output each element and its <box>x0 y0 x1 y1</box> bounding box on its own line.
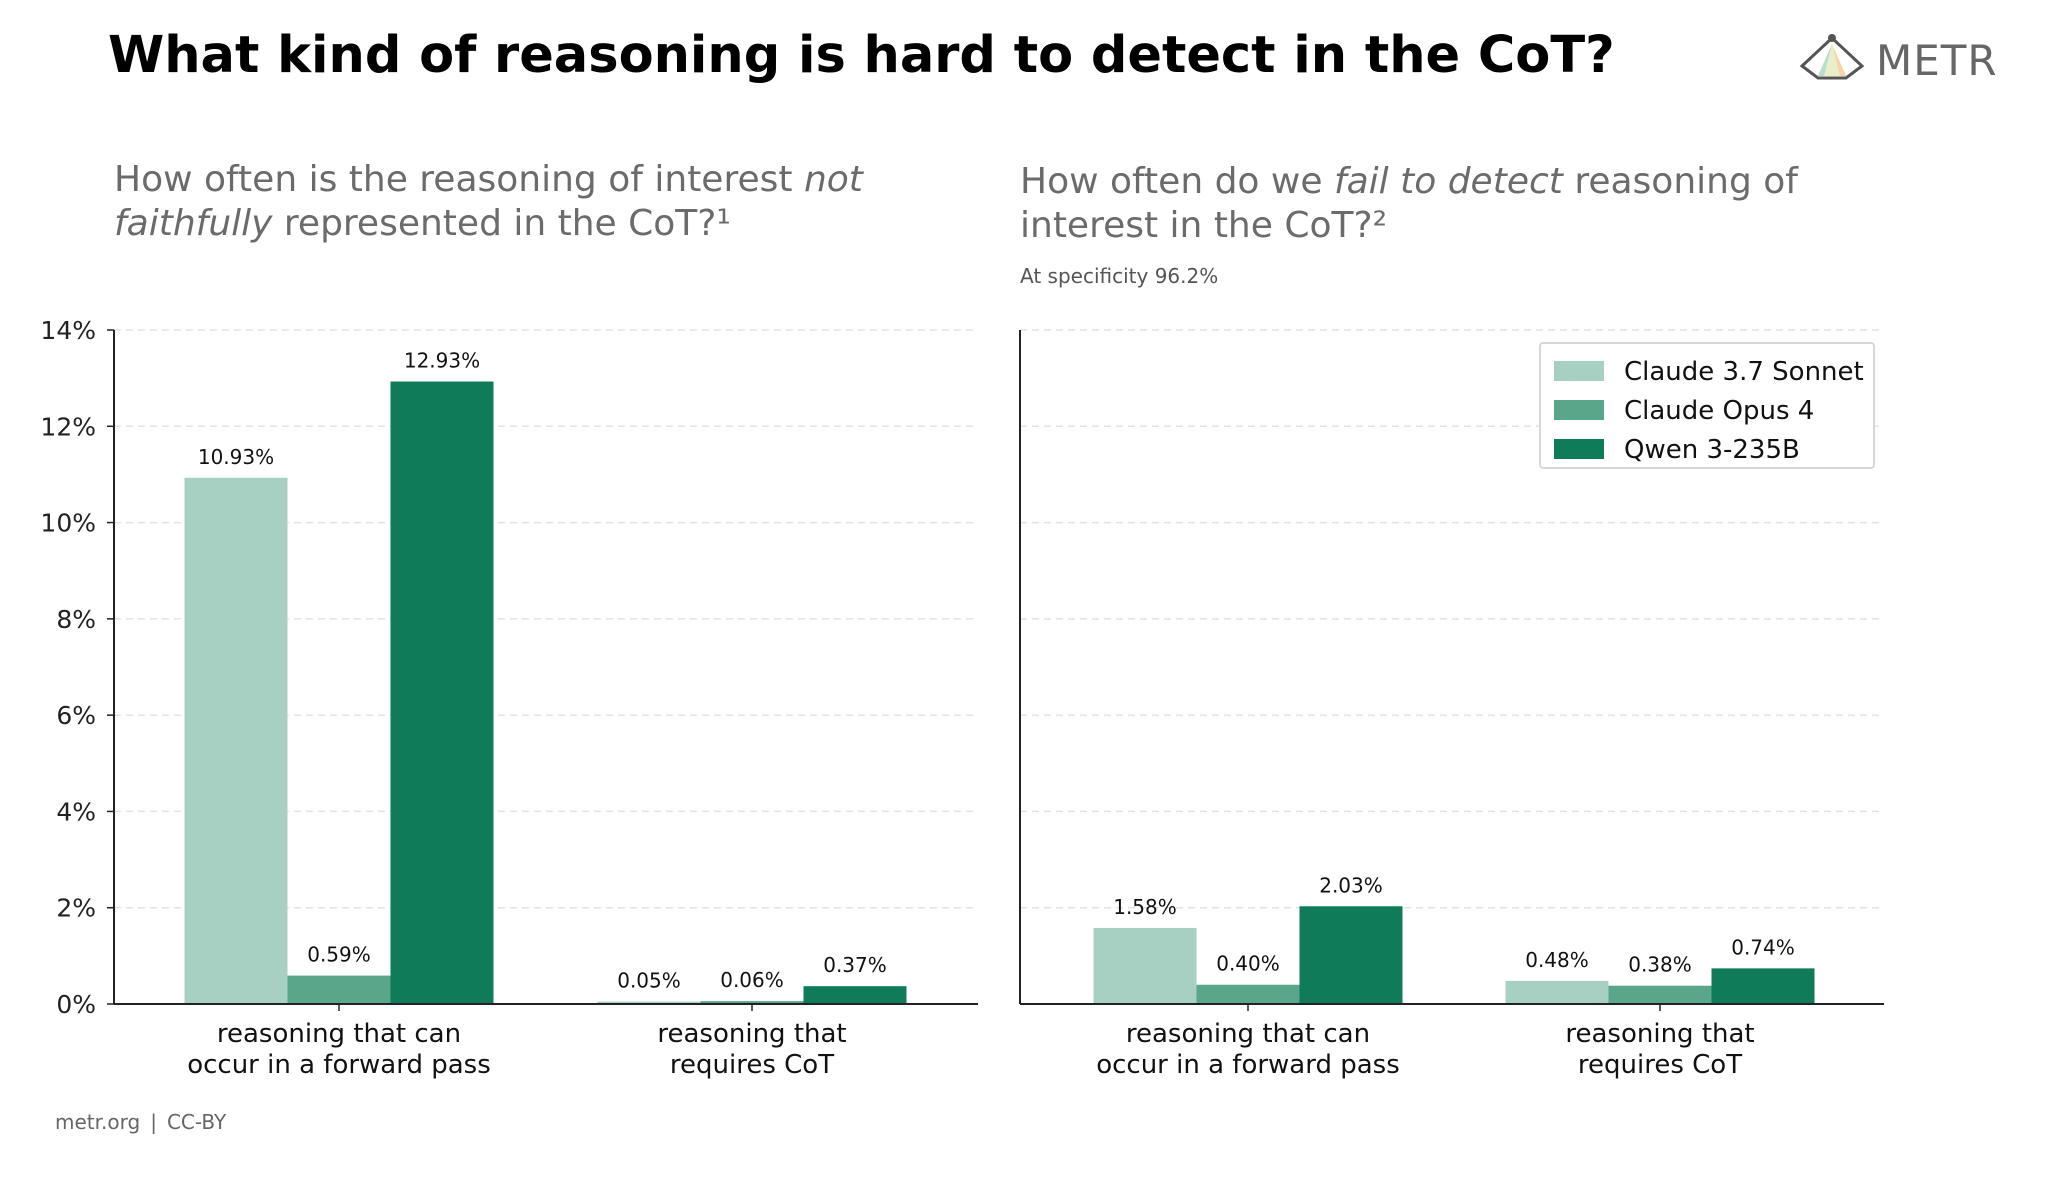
right-data-label: 0.38% <box>1628 953 1692 977</box>
left-bar-sonnet <box>597 1001 701 1004</box>
chart-title: What kind of reasoning is hard to detect… <box>108 26 1615 85</box>
left-y-tick-label: 12% <box>40 412 96 441</box>
specificity-note: At specificity 96.2% <box>1020 264 1219 288</box>
legend-swatch-sonnet <box>1554 361 1604 381</box>
footer: metr.org | CC-BY <box>55 1110 226 1134</box>
legend-label-opus: Claude Opus 4 <box>1624 396 1814 426</box>
left-data-label: 0.06% <box>720 968 784 992</box>
right-chart-subtitle: How often do we fail to detect reasoning… <box>1020 160 1900 248</box>
left-subtitle-emphasis: not faithfully <box>114 159 863 244</box>
legend-label-sonnet: Claude 3.7 Sonnet <box>1624 357 1864 387</box>
right-data-label: 0.74% <box>1731 935 1795 959</box>
right-bar-opus <box>1196 984 1300 1004</box>
left-data-label: 12.93% <box>404 349 480 373</box>
left-category-label: requires CoT <box>670 1050 834 1080</box>
left-y-tick-label: 10% <box>40 509 96 538</box>
right-subtitle-part: How often do we <box>1020 161 1334 202</box>
right-category-label: reasoning that <box>1565 1019 1754 1049</box>
left-data-label: 0.59% <box>307 943 371 967</box>
legend-swatch-qwen <box>1554 439 1604 459</box>
left-bar-qwen <box>803 986 907 1004</box>
right-category-label: reasoning that can <box>1126 1019 1370 1049</box>
left-chart-subtitle: How often is the reasoning of interest n… <box>114 158 934 246</box>
right-subtitle-emphasis: fail to detect <box>1333 161 1563 202</box>
footer-license: CC-BY <box>166 1110 227 1134</box>
right-bar-qwen <box>1299 906 1403 1004</box>
footer-separator: | <box>150 1110 157 1134</box>
left-data-label: 10.93% <box>198 445 274 469</box>
right-category-label: requires CoT <box>1578 1050 1742 1080</box>
legend-swatch-opus <box>1554 400 1604 420</box>
left-bar-qwen <box>390 381 494 1005</box>
left-bar-sonnet <box>184 477 288 1004</box>
right-bar-sonnet <box>1093 927 1197 1004</box>
footer-site: metr.org <box>55 1110 141 1134</box>
left-data-label: 0.37% <box>823 953 887 977</box>
right-data-label: 2.03% <box>1319 873 1383 897</box>
right-data-label: 0.48% <box>1525 948 1589 972</box>
legend-label-qwen: Qwen 3-235B <box>1624 435 1800 465</box>
left-y-tick-label: 8% <box>56 605 96 634</box>
left-data-label: 0.05% <box>617 969 681 993</box>
left-subtitle-part: How often is the reasoning of interest <box>114 159 804 200</box>
logo-text: METR <box>1876 36 1998 85</box>
metr-logo-icon <box>1799 34 1865 80</box>
right-bar-sonnet <box>1505 980 1609 1004</box>
left-bar-opus <box>287 975 391 1004</box>
left-category-label: reasoning that <box>657 1019 846 1049</box>
left-y-tick-label: 0% <box>56 990 96 1019</box>
left-bar-opus <box>700 1001 804 1004</box>
left-y-tick-label: 2% <box>56 894 96 923</box>
right-subtitle-part: reasoning of interest in the CoT?² <box>1020 161 1798 246</box>
left-category-label: reasoning that can <box>217 1019 461 1049</box>
right-bar-qwen <box>1711 968 1815 1004</box>
metr-logo: METR <box>1796 30 2016 100</box>
left-y-tick-label: 14% <box>40 316 96 345</box>
left-y-tick-label: 6% <box>56 701 96 730</box>
right-data-label: 0.40% <box>1216 952 1280 976</box>
left-y-tick-label: 4% <box>56 797 96 826</box>
legend-box <box>1539 342 1875 469</box>
right-category-label: occur in a forward pass <box>1096 1050 1400 1080</box>
right-data-label: 1.58% <box>1113 895 1177 919</box>
left-subtitle-part: represented in the CoT?¹ <box>272 203 731 244</box>
right-bar-opus <box>1608 985 1712 1004</box>
left-category-label: occur in a forward pass <box>187 1050 491 1080</box>
